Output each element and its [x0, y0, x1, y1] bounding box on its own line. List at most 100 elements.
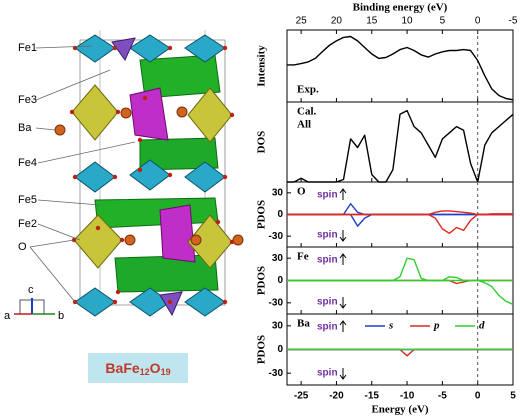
x-tick-label: -25	[294, 391, 309, 402]
y-tick-label: -30	[269, 231, 284, 242]
x2-tick-label: 10	[402, 16, 414, 27]
site-label: O	[18, 241, 27, 253]
o-atoms	[69, 45, 235, 305]
formula-part: BaFe	[105, 360, 139, 376]
series-line	[287, 35, 514, 101]
legend-label: d	[479, 320, 485, 332]
x-tick-label: -20	[329, 391, 344, 402]
series-line	[287, 213, 513, 234]
spin-label: spin	[317, 297, 338, 308]
spin-label: spin	[317, 255, 338, 266]
site-label: Fe1	[18, 42, 37, 54]
series-line	[287, 203, 513, 216]
series-line	[287, 213, 513, 227]
x-axis-title: Energy (eV)	[371, 404, 428, 416]
y-tick-label: -30	[269, 368, 284, 379]
axis-letter: c	[28, 284, 34, 296]
axes-box	[19, 299, 33, 315]
y-axis-title: PDOS	[256, 200, 268, 229]
site-label: Fe5	[18, 194, 37, 206]
structure-labels: Fe1 Fe3 Ba Fe4 Fe5 Fe2 O	[18, 42, 37, 253]
formula-box	[88, 353, 188, 383]
spin-arrow-head	[339, 188, 347, 194]
panel-label: Cal.	[297, 106, 317, 118]
y-tick-label: 0	[277, 209, 283, 220]
leader-line	[29, 239, 75, 248]
spin-label: spin	[317, 368, 338, 379]
spin-label: spin	[317, 230, 338, 241]
leader-line	[37, 223, 81, 241]
series-line	[287, 109, 514, 183]
yellow-block	[187, 214, 233, 269]
y-axis-title: DOS	[256, 131, 268, 154]
formula-part: O	[150, 360, 161, 376]
series-line	[287, 279, 514, 305]
site-label: Fe3	[18, 94, 37, 106]
cyan-row	[74, 34, 226, 317]
axis-letter: b	[58, 310, 64, 322]
yellow-block	[71, 84, 119, 141]
x-tick-label: -5	[438, 391, 447, 402]
purple-block	[111, 37, 136, 61]
panel-label: All	[297, 119, 311, 131]
spin-label: spin	[317, 322, 338, 333]
spin-arrow-head	[339, 236, 347, 242]
legend-label: s	[388, 320, 393, 332]
leader-line	[35, 45, 93, 49]
leader-line	[37, 199, 101, 206]
spin-arrow-head	[339, 374, 347, 380]
magenta-block	[129, 87, 169, 141]
formula-part: 19	[161, 367, 171, 377]
x2-tick-label: 15	[366, 16, 378, 27]
y-tick-label: -30	[269, 297, 284, 308]
panel-frame	[286, 29, 514, 103]
panel-label: Exp.	[297, 84, 319, 96]
x-tick-label: 5	[510, 391, 516, 402]
green-block	[139, 54, 221, 99]
ba-atoms	[54, 106, 244, 246]
legend-label: p	[433, 320, 440, 332]
y-axis-title: Intensity	[256, 45, 268, 87]
panel-label: Ba	[297, 318, 310, 330]
yellow-block	[73, 214, 123, 269]
y-axis-title: PDOS	[256, 335, 268, 364]
site-label: Fe4	[18, 157, 37, 169]
spin-arrow-head	[339, 253, 347, 259]
leader-line	[35, 127, 56, 131]
y-tick-label: 30	[272, 187, 284, 198]
spin-arrow-head	[339, 303, 347, 309]
site-label: Fe2	[18, 218, 37, 230]
x2-tick-label: 20	[331, 16, 343, 27]
dos-panels: Binding energy (eV) 25 20 15 10 5 0 -5 -25 -20 -15…	[256, 2, 518, 416]
panel-label: Fe	[297, 251, 309, 263]
x2-tick-label: 0	[475, 16, 481, 27]
spin-arrow-head	[339, 320, 347, 326]
y-axis-title: PDOS	[256, 266, 268, 295]
crystal-structure: Fe1 Fe3 Ba Fe4 Fe5 Fe2 O c a b BaFe12O19	[4, 30, 244, 383]
green-block	[139, 137, 219, 171]
leader-line	[35, 69, 111, 101]
y-tick-label: 30	[272, 253, 284, 264]
leader-line	[37, 141, 136, 164]
x2-axis-title: Binding energy (eV)	[353, 2, 448, 14]
x2-tick-label: 25	[296, 16, 308, 27]
formula-part: 12	[140, 367, 150, 377]
green-block	[114, 254, 219, 293]
y-tick-label: 0	[277, 344, 283, 355]
spin-label: spin	[317, 190, 338, 201]
leader-line	[29, 246, 76, 303]
x2-tick-label: -5	[509, 16, 518, 27]
cell-frame	[79, 39, 226, 306]
series-line	[287, 348, 513, 357]
x-tick-label: 0	[475, 391, 481, 402]
x-tick-label: -15	[365, 391, 380, 402]
yellow-block	[187, 87, 233, 143]
site-label: Ba	[18, 122, 32, 134]
y-tick-label: 0	[277, 275, 283, 286]
panel-label: O	[297, 186, 306, 198]
x-tick-label: -10	[400, 391, 415, 402]
magenta-block	[159, 204, 196, 263]
formula: BaFe12O19	[105, 360, 170, 378]
green-block	[94, 197, 219, 229]
